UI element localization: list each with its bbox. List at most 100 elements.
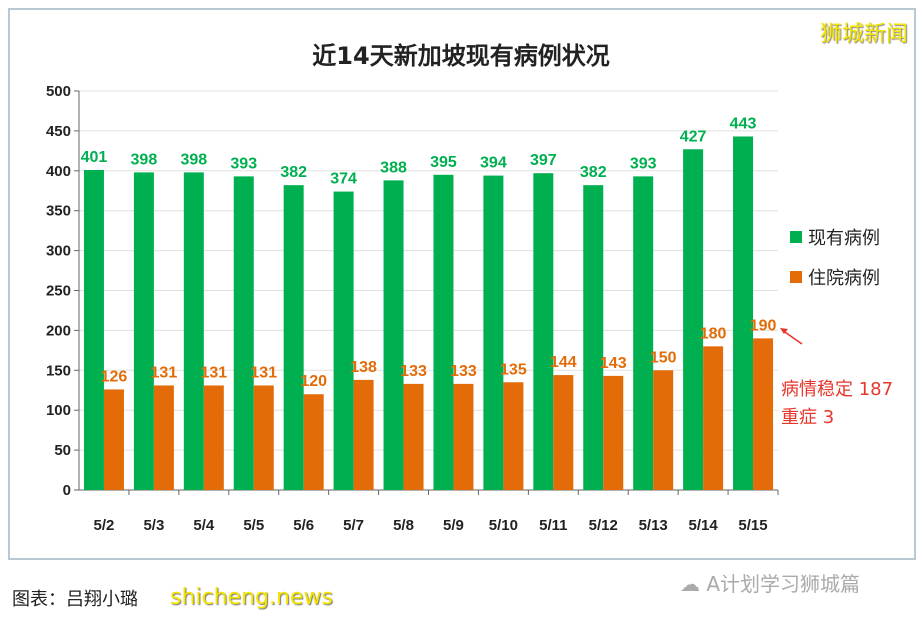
data-label: 401 <box>81 149 108 166</box>
y-tick-label: 150 <box>46 362 71 379</box>
bar-current <box>683 149 704 490</box>
x-tick-label: 5/5 <box>243 517 264 534</box>
data-label: 382 <box>580 164 607 181</box>
bar-current <box>383 180 404 490</box>
data-label: 374 <box>330 171 357 188</box>
annotation-arrowhead <box>780 328 788 334</box>
legend-swatch <box>790 271 802 283</box>
x-tick-label: 5/12 <box>589 517 618 534</box>
y-tick-label: 0 <box>63 482 71 499</box>
chart-title: 近14天新加坡现有病例状况 <box>312 42 610 70</box>
bar-current <box>533 173 554 490</box>
x-tick-label: 5/15 <box>738 517 767 534</box>
bar-hospital <box>103 389 124 490</box>
watermark: 狮城新闻 <box>819 22 908 47</box>
data-label: 131 <box>200 364 227 381</box>
data-label: 427 <box>680 128 707 145</box>
x-tick-label: 5/4 <box>193 517 215 534</box>
data-label: 395 <box>430 154 457 171</box>
y-tick-label: 50 <box>54 442 71 459</box>
annotation: 病情稳定 187 重症 3 <box>781 376 893 432</box>
bar-hospital <box>203 385 224 490</box>
data-label: 135 <box>500 361 527 378</box>
annotation-critical: 重症 3 <box>781 407 835 428</box>
y-tick-label: 400 <box>46 163 71 180</box>
x-tick-label: 5/13 <box>639 517 668 534</box>
data-label: 131 <box>250 364 277 381</box>
bar-current <box>733 136 754 490</box>
bar-hospital <box>753 338 774 490</box>
data-label: 180 <box>700 325 727 342</box>
data-label: 398 <box>131 151 158 168</box>
data-label: 138 <box>350 359 377 376</box>
x-tick-label: 5/3 <box>143 517 164 534</box>
data-label: 443 <box>730 115 757 132</box>
data-label: 190 <box>750 317 777 334</box>
data-label: 388 <box>380 159 407 176</box>
bar-hospital <box>153 385 174 490</box>
data-label: 143 <box>600 355 627 372</box>
data-label: 393 <box>230 155 257 172</box>
bar-current <box>483 175 504 490</box>
legend-swatch <box>790 231 802 243</box>
data-label: 397 <box>530 152 557 169</box>
bar-hospital <box>603 375 624 490</box>
bar-hospital <box>253 385 274 490</box>
x-tick-label: 5/7 <box>343 517 364 534</box>
data-label: 131 <box>151 364 178 381</box>
data-label: 394 <box>480 155 507 172</box>
wechat-label: A计划学习狮城篇 <box>706 572 861 596</box>
data-label: 144 <box>550 354 577 371</box>
data-label: 150 <box>650 349 677 366</box>
x-tick-label: 5/10 <box>489 517 518 534</box>
bar-chart: 0 50 100 150 200 250 300 350 400 450 500 5/2 401 126 5… <box>46 83 803 534</box>
bar-hospital <box>703 346 724 490</box>
data-label: 398 <box>180 151 207 168</box>
legend-item-hospital: 住院病例 <box>790 264 880 290</box>
y-tick-label: 250 <box>46 283 71 300</box>
y-tick-label: 200 <box>46 322 71 339</box>
x-tick-label: 5/11 <box>539 517 567 534</box>
bar-current <box>583 185 604 490</box>
bar-hospital <box>353 379 374 490</box>
x-tick-label: 5/14 <box>689 517 719 534</box>
bar-hospital <box>403 383 424 490</box>
y-tick-label: 450 <box>46 123 71 140</box>
legend: 现有病例 住院病例 <box>790 224 880 304</box>
x-tick-label: 5/2 <box>94 517 115 534</box>
x-tick-label: 5/9 <box>443 517 464 534</box>
legend-label: 住院病例 <box>808 268 880 289</box>
bar-current <box>83 170 104 490</box>
bar-hospital <box>553 375 574 490</box>
bar-hospital <box>303 394 324 490</box>
data-label: 133 <box>450 363 477 380</box>
y-tick-label: 350 <box>46 203 71 220</box>
bar-current <box>433 174 454 491</box>
x-tick-label: 5/8 <box>393 517 414 534</box>
data-label: 133 <box>400 363 427 380</box>
x-tick-label: 5/6 <box>293 517 314 534</box>
y-tick-label: 500 <box>46 83 71 100</box>
bar-current <box>133 172 154 490</box>
legend-label: 现有病例 <box>808 228 880 249</box>
data-label: 382 <box>280 164 307 181</box>
y-tick-label: 100 <box>46 402 71 419</box>
annotation-stable: 病情稳定 187 <box>781 379 894 400</box>
bar-current <box>183 172 204 490</box>
wechat-icon: ☁ <box>680 572 707 596</box>
bar-current <box>633 176 654 491</box>
wechat-source: ☁ A计划学习狮城篇 <box>680 568 860 597</box>
legend-item-current: 现有病例 <box>790 224 880 250</box>
data-label: 120 <box>300 373 327 390</box>
bar-hospital <box>503 382 524 490</box>
y-tick-label: 300 <box>46 243 71 260</box>
bar-current <box>333 191 354 490</box>
data-label: 393 <box>630 155 657 172</box>
data-label: 126 <box>101 368 128 385</box>
footer-watermark: shicheng.news <box>170 585 333 610</box>
bar-current <box>283 185 304 490</box>
credit: 图表：吕翔小璐 <box>12 589 138 610</box>
bar-hospital <box>653 370 674 490</box>
bar-hospital <box>453 383 474 490</box>
bar-current <box>233 176 254 491</box>
